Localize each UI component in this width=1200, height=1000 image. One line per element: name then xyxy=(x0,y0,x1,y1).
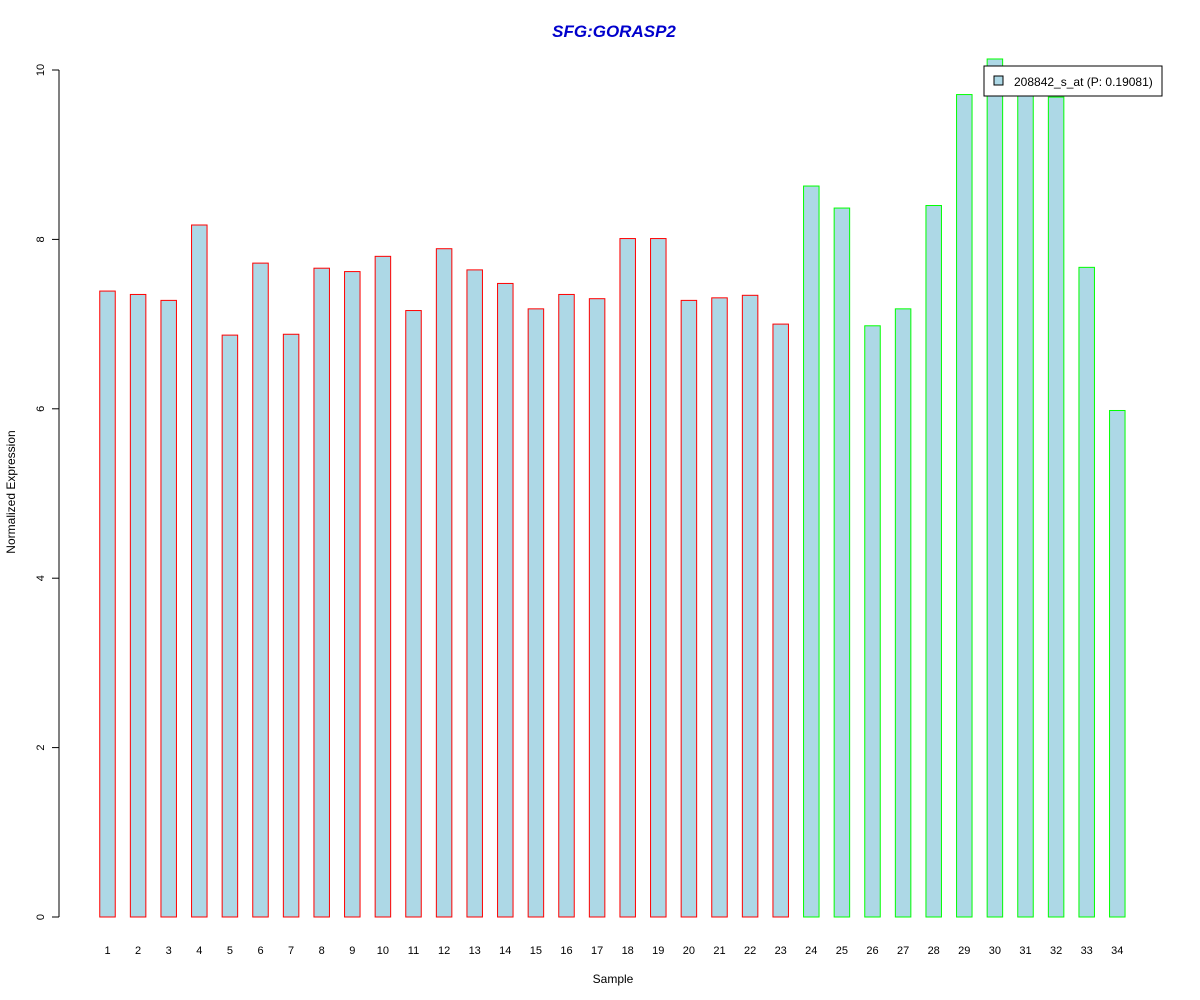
bar-sample-28 xyxy=(925,205,942,918)
bar-sample-34 xyxy=(1109,409,1126,918)
x-tick-label: 25 xyxy=(836,945,848,957)
x-tick-label: 1 xyxy=(104,945,110,957)
x-axis-title: Sample xyxy=(593,972,634,986)
y-axis: 0 2 4 6 8 10 xyxy=(35,64,60,920)
x-tick-label: 26 xyxy=(866,945,878,957)
x-tick-label: 19 xyxy=(652,945,664,957)
bar-sample-21 xyxy=(711,297,728,918)
x-tick-label: 23 xyxy=(775,945,787,957)
x-tick-label: 2 xyxy=(135,945,141,957)
bar-sample-29 xyxy=(956,94,973,918)
x-tick-label: 10 xyxy=(377,945,389,957)
y-tick-label: 0 xyxy=(35,914,47,920)
bar-sample-26 xyxy=(864,325,881,918)
x-tick-label: 3 xyxy=(166,945,172,957)
x-tick-label: 31 xyxy=(1019,945,1031,957)
bar-sample-22 xyxy=(741,294,759,918)
x-tick-label: 30 xyxy=(989,945,1001,957)
x-tick-label: 27 xyxy=(897,945,909,957)
x-tick-label: 8 xyxy=(319,945,325,957)
x-tick-label: 7 xyxy=(288,945,294,957)
chart-title: SFG:GORASP2 xyxy=(552,22,676,41)
bars-group xyxy=(99,58,1126,918)
bar-sample-13 xyxy=(466,269,483,918)
bar-sample-31 xyxy=(1017,94,1034,918)
bar-sample-14 xyxy=(497,282,514,918)
bar-sample-33 xyxy=(1078,266,1095,918)
x-tick-label: 17 xyxy=(591,945,603,957)
bar-sample-12 xyxy=(435,248,453,918)
x-tick-label: 6 xyxy=(257,945,263,957)
bar-sample-5 xyxy=(221,334,239,918)
x-tick-label: 33 xyxy=(1081,945,1093,957)
x-tick-label: 5 xyxy=(227,945,233,957)
x-tick-label: 16 xyxy=(560,945,572,957)
x-tick-label: 13 xyxy=(469,945,481,957)
bar-sample-2 xyxy=(129,293,147,918)
x-tick-label: 4 xyxy=(196,945,202,957)
bar-sample-17 xyxy=(588,298,606,918)
bar-sample-32 xyxy=(1047,96,1065,918)
bar-sample-6 xyxy=(252,262,269,918)
bar-sample-15 xyxy=(527,308,545,918)
x-tick-labels: 1 2 3 4 5 6 7 8 9 10 11 12 13 14 15 16 17 18 19 20 21 22 23 24 2… xyxy=(104,945,1123,957)
x-tick-label: 32 xyxy=(1050,945,1062,957)
bar-sample-23 xyxy=(772,323,789,918)
x-tick-label: 14 xyxy=(499,945,511,957)
bar-sample-16 xyxy=(558,293,575,918)
x-tick-label: 15 xyxy=(530,945,542,957)
x-tick-label: 29 xyxy=(958,945,970,957)
bar-sample-11 xyxy=(405,310,422,918)
bar-sample-8 xyxy=(313,267,330,918)
x-tick-label: 12 xyxy=(438,945,450,957)
bar-sample-30 xyxy=(986,58,1004,918)
bar-sample-19 xyxy=(650,238,667,918)
bar-sample-18 xyxy=(619,238,636,918)
bar-sample-20 xyxy=(680,299,698,918)
bar-sample-7 xyxy=(282,333,300,918)
x-tick-label: 11 xyxy=(408,945,419,957)
x-tick-label: 20 xyxy=(683,945,695,957)
legend-swatch xyxy=(993,75,1004,86)
bar-sample-24 xyxy=(803,185,820,918)
x-tick-label: 24 xyxy=(805,945,817,957)
y-axis-title: Normalized Expression xyxy=(4,430,18,553)
x-tick-label: 21 xyxy=(713,945,725,957)
y-tick-label: 6 xyxy=(35,406,47,412)
x-tick-label: 34 xyxy=(1111,945,1123,957)
y-tick-label: 2 xyxy=(35,745,47,751)
bar-sample-4 xyxy=(191,224,208,918)
x-tick-label: 9 xyxy=(349,945,355,957)
bar-sample-25 xyxy=(833,207,851,918)
y-tick-label: 4 xyxy=(35,575,47,581)
x-tick-label: 18 xyxy=(622,945,634,957)
bar-sample-27 xyxy=(894,308,912,918)
bar-sample-10 xyxy=(374,255,392,918)
y-tick-label: 10 xyxy=(35,64,47,76)
legend: 208842_s_at (P: 0.19081) xyxy=(983,65,1163,97)
legend-box xyxy=(983,65,1163,97)
legend-label: 208842_s_at (P: 0.19081) xyxy=(1014,75,1153,89)
x-tick-label: 28 xyxy=(928,945,940,957)
bar-sample-1 xyxy=(99,290,116,918)
x-tick-label: 22 xyxy=(744,945,756,957)
bar-sample-9 xyxy=(344,271,361,918)
y-tick-label: 8 xyxy=(35,236,47,242)
bar-sample-3 xyxy=(160,299,177,918)
